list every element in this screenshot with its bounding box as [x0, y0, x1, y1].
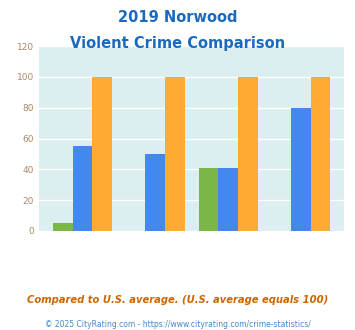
Bar	[311, 77, 331, 231]
Bar	[53, 223, 72, 231]
Bar	[72, 146, 92, 231]
Bar	[198, 168, 218, 231]
Bar	[238, 77, 258, 231]
Text: 2019 Norwood: 2019 Norwood	[118, 10, 237, 25]
Text: © 2025 CityRating.com - https://www.cityrating.com/crime-statistics/: © 2025 CityRating.com - https://www.city…	[45, 320, 310, 329]
Bar	[218, 168, 238, 231]
Bar	[146, 154, 165, 231]
Text: Violent Crime Comparison: Violent Crime Comparison	[70, 36, 285, 51]
Bar	[165, 77, 185, 231]
Text: Compared to U.S. average. (U.S. average equals 100): Compared to U.S. average. (U.S. average …	[27, 295, 328, 305]
Bar	[92, 77, 112, 231]
Bar	[291, 108, 311, 231]
